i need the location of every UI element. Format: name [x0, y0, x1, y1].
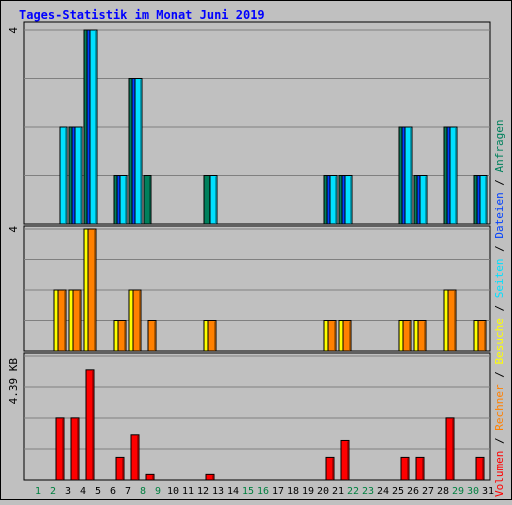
bar-rechner-day-12: [207, 320, 217, 352]
x-tick-label-12: 12: [197, 486, 209, 497]
side-legend-item-6: Seiten: [493, 259, 506, 299]
bar-volumen-day-25: [400, 456, 410, 481]
bar-volumen-day-3: [70, 417, 80, 481]
panel-volume: 4.39 KB: [7, 352, 491, 481]
side-legend-item-2: Rechner: [493, 384, 506, 431]
bar-rechner-day-20: [327, 320, 337, 352]
bar-rechner-day-25: [402, 320, 412, 352]
panel-requests: 4: [7, 21, 491, 225]
panel-max-label: 4: [7, 27, 20, 34]
bar-seiten-day-2: [59, 126, 68, 225]
bar-rechner-day-8: [147, 320, 157, 352]
bar-volumen-day-8: [145, 473, 155, 481]
bar-rechner-day-7: [132, 289, 142, 352]
bar-seiten-day-28: [449, 126, 458, 225]
x-tick-label-19: 19: [302, 486, 314, 497]
x-tick-label-23: 23: [362, 486, 374, 497]
bar-volumen-day-30: [475, 456, 485, 481]
x-tick-label-13: 13: [212, 486, 224, 497]
x-tick-label-26: 26: [407, 486, 419, 497]
bar-rechner-day-6: [117, 320, 127, 352]
x-tick-label-6: 6: [110, 486, 116, 497]
x-tick-label-4: 4: [80, 486, 86, 497]
bar-rechner-day-26: [417, 320, 427, 352]
x-tick-label-27: 27: [422, 486, 434, 497]
bar-seiten-day-21: [344, 175, 353, 225]
bar-rechner-day-28: [447, 289, 457, 352]
x-tick-label-31: 31: [482, 486, 494, 497]
x-tick-label-1: 1: [35, 486, 41, 497]
x-tick-label-2: 2: [50, 486, 56, 497]
bar-seiten-day-12: [209, 175, 218, 225]
x-tick-label-11: 11: [182, 486, 194, 497]
side-legend-item-8: Dateien: [493, 192, 506, 238]
side-legend-item-1: /: [493, 431, 506, 451]
bar-volumen-day-6: [115, 456, 125, 481]
side-legend-item-7: /: [493, 239, 506, 259]
bar-seiten-day-25: [404, 126, 413, 225]
x-tick-label-15: 15: [242, 486, 254, 497]
x-tick-label-21: 21: [332, 486, 344, 497]
bar-seiten-day-26: [419, 175, 428, 225]
bar-rechner-day-2: [57, 289, 67, 352]
x-tick-label-20: 20: [317, 486, 329, 497]
side-legend-item-9: /: [493, 172, 506, 192]
bar-anfragen-day-8: [143, 175, 152, 225]
x-tick-label-28: 28: [437, 486, 449, 497]
bar-rechner-day-3: [72, 289, 82, 352]
x-tick-label-7: 7: [125, 486, 131, 497]
x-tick-label-18: 18: [287, 486, 299, 497]
x-tick-label-29: 29: [452, 486, 464, 497]
bar-volumen-day-7: [130, 434, 140, 481]
side-legend-item-0: Volumen: [493, 451, 506, 497]
bar-seiten-day-30: [479, 175, 488, 225]
bar-seiten-day-4: [89, 29, 98, 225]
side-legend-item-4: Besuche: [493, 318, 506, 364]
side-legend: Volumen / Rechner / Besuche / Seiten / D…: [493, 119, 506, 497]
x-tick-label-17: 17: [272, 486, 284, 497]
chart-title: Tages-Statistik im Monat Juni 2019: [19, 8, 265, 22]
x-tick-label-3: 3: [65, 486, 71, 497]
bar-seiten-day-6: [119, 175, 128, 225]
side-legend-item-3: /: [493, 365, 506, 385]
bar-volumen-day-12: [205, 473, 215, 481]
side-legend-item-10: Anfragen: [493, 119, 506, 172]
bar-volumen-day-20: [325, 456, 335, 481]
x-tick-label-14: 14: [227, 486, 239, 497]
panel-max-label: 4.39 KB: [7, 358, 20, 405]
panel-frame: [23, 352, 491, 481]
bar-volumen-day-2: [55, 417, 65, 481]
bar-seiten-day-20: [329, 175, 338, 225]
side-legend-item-5: /: [493, 298, 506, 318]
x-tick-label-30: 30: [467, 486, 479, 497]
x-tick-label-8: 8: [140, 486, 146, 497]
bar-volumen-day-28: [445, 417, 455, 481]
x-tick-label-5: 5: [95, 486, 101, 497]
bar-volumen-day-21: [340, 439, 350, 481]
bar-volumen-day-26: [415, 456, 425, 481]
x-tick-label-24: 24: [377, 486, 389, 497]
bar-seiten-day-7: [134, 78, 143, 225]
x-tick-label-9: 9: [155, 486, 161, 497]
x-tick-label-16: 16: [257, 486, 269, 497]
panel-frame: [23, 225, 491, 352]
bar-seiten-day-3: [74, 126, 83, 225]
x-tick-label-22: 22: [347, 486, 359, 497]
x-tick-label-10: 10: [167, 486, 179, 497]
bar-rechner-day-30: [477, 320, 487, 352]
bar-volumen-day-4: [85, 369, 95, 481]
panel-visits: 4: [7, 225, 491, 352]
bar-rechner-day-4: [87, 228, 97, 352]
x-tick-label-25: 25: [392, 486, 404, 497]
bar-rechner-day-21: [342, 320, 352, 352]
panel-max-label: 4: [7, 226, 20, 233]
